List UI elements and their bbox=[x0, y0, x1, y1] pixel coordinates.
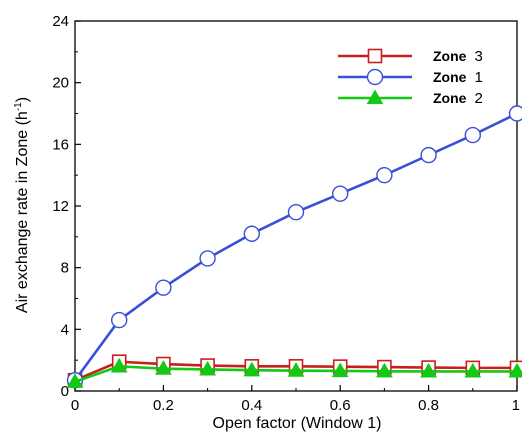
y-axis-label: Air exchange rate in Zone (h-1) bbox=[13, 97, 31, 313]
data-point bbox=[287, 362, 305, 377]
data-point bbox=[332, 185, 349, 202]
x-tick-label: 1 bbox=[512, 397, 520, 414]
y-tick-label: 20 bbox=[52, 75, 69, 92]
data-point bbox=[376, 362, 393, 378]
data-point bbox=[331, 362, 349, 378]
data-point bbox=[376, 166, 393, 184]
y-tick-label: 8 bbox=[61, 260, 69, 277]
y-tick-label: 24 bbox=[52, 13, 69, 30]
legend-label: Zone 2 bbox=[433, 90, 483, 107]
x-tick-label: 0.2 bbox=[153, 397, 174, 414]
y-tick-label: 4 bbox=[61, 321, 69, 338]
x-axis: 0 0.2 0.4 0.6 0.8 1 bbox=[71, 385, 520, 414]
data-point bbox=[66, 373, 84, 388]
data-point bbox=[155, 360, 172, 375]
legend-label-main: Zone bbox=[433, 90, 467, 106]
data-point bbox=[155, 279, 172, 296]
legend-marker bbox=[366, 89, 384, 105]
series-zone-2 bbox=[66, 357, 522, 388]
x-tick-label: 0.8 bbox=[418, 397, 439, 414]
legend-label-main: Zone bbox=[433, 69, 467, 85]
legend-label: Zone 3 bbox=[433, 48, 483, 65]
data-point bbox=[508, 105, 522, 122]
legend-marker bbox=[366, 68, 384, 86]
data-point bbox=[110, 311, 128, 329]
y-tick-label: 0 bbox=[61, 383, 69, 400]
y-tick-label: 16 bbox=[52, 136, 69, 153]
legend-item: Zone 3 bbox=[338, 48, 483, 65]
legend-item: Zone 2 bbox=[338, 89, 483, 107]
data-point bbox=[287, 203, 305, 221]
series-layer bbox=[66, 105, 522, 389]
y-axis: 0 4 8 12 16 20 24 bbox=[52, 13, 81, 400]
y-tick-label: 12 bbox=[52, 198, 69, 215]
data-point bbox=[420, 362, 437, 378]
data-point bbox=[420, 146, 437, 164]
legend-label-suffix: 1 bbox=[474, 69, 482, 86]
x-axis-label: Open factor (Window 1) bbox=[213, 415, 382, 432]
legend-label-suffix: 3 bbox=[474, 48, 482, 65]
series-line bbox=[73, 112, 518, 381]
data-point bbox=[464, 362, 482, 378]
data-point bbox=[508, 362, 522, 378]
data-point bbox=[199, 360, 216, 376]
x-tick-label: 0.4 bbox=[241, 397, 262, 414]
y-axis-label-superscript: -1 bbox=[13, 102, 24, 111]
legend-item: Zone 1 bbox=[338, 68, 483, 86]
y-axis-label-main: Air exchange rate in Zone (h bbox=[14, 111, 31, 313]
series-zone-1 bbox=[66, 105, 522, 389]
legend-label: Zone 1 bbox=[433, 69, 483, 86]
x-tick-label: 0 bbox=[71, 397, 79, 414]
data-point bbox=[199, 250, 216, 267]
y-axis-label-tail: ) bbox=[14, 97, 31, 102]
data-point bbox=[464, 126, 481, 144]
data-point bbox=[110, 357, 128, 373]
x-tick-label: 0.6 bbox=[330, 397, 351, 414]
legend: Zone 3 Zone 1 Zone 2 bbox=[338, 48, 483, 107]
legend-label-main: Zone bbox=[433, 48, 467, 64]
legend-marker bbox=[367, 48, 383, 64]
data-point bbox=[243, 225, 261, 242]
data-point bbox=[243, 361, 261, 377]
legend-label-suffix: 2 bbox=[474, 90, 482, 107]
